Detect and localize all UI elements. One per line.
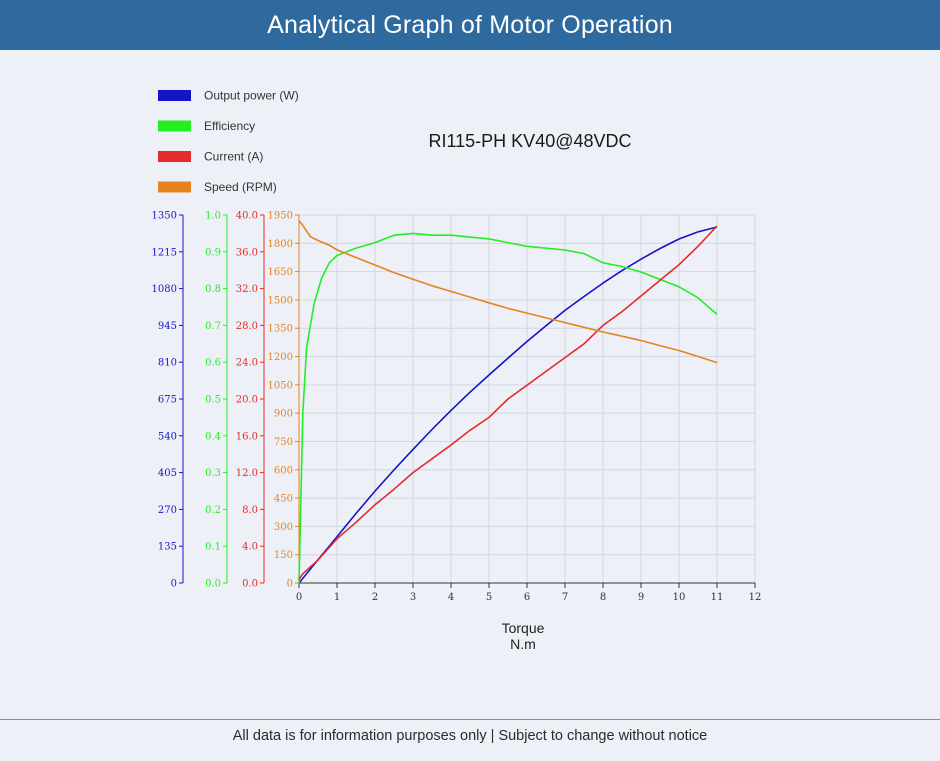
speed-tick-label: 750 [274, 437, 293, 448]
current-tick-label: 36.0 [236, 247, 258, 258]
speed-tick-label: 0 [287, 579, 293, 590]
current-tick-label: 12.0 [236, 468, 258, 479]
current-tick-label: 32.0 [236, 284, 258, 295]
output-power-tick-label: 945 [158, 321, 177, 332]
x-tick-label: 6 [524, 592, 530, 603]
output-power-tick-label: 0 [171, 579, 177, 590]
current-tick-label: 0.0 [242, 579, 258, 590]
speed-tick-label: 600 [274, 465, 293, 476]
footer-note: All data is for information purposes onl… [232, 728, 708, 744]
output-power-tick-label: 270 [158, 505, 177, 516]
efficiency-tick-label: 0.7 [205, 321, 221, 332]
motor-chart: Output power (W) Efficiency Current (A) Spe… [152, 89, 762, 653]
page-title: Analytical Graph of Motor Operation [267, 10, 673, 39]
grid-lines [299, 214, 756, 583]
speed-tick-label: 1050 [268, 380, 293, 391]
current-tick-label: 28.0 [236, 321, 258, 332]
chart-title: RI115-PH KV40@48VDC [428, 131, 631, 151]
output-power-tick-label: 405 [158, 468, 177, 479]
output-power-tick-label: 675 [158, 395, 177, 406]
efficiency-line [298, 232, 718, 584]
output-power-tick-label: 540 [158, 431, 177, 442]
output-power-tick-label: 1080 [152, 284, 177, 295]
x-tick-label: 1 [334, 592, 340, 603]
x-tick-label: 8 [600, 592, 606, 603]
output-power-tick-label: 1215 [152, 247, 177, 258]
header-banner: Analytical Graph of Motor Operation [0, 0, 940, 50]
speed-tick-label: 300 [274, 522, 293, 533]
output-power-line [298, 226, 718, 584]
output-power-tick-label: 135 [158, 542, 177, 553]
legend-swatch-current [158, 151, 191, 162]
efficiency-tick-label: 0.0 [205, 579, 221, 590]
legend-swatch-speed [158, 181, 191, 193]
speed-tick-label: 1650 [268, 267, 293, 278]
efficiency-tick-label: 0.9 [205, 247, 221, 258]
efficiency-tick-label: 0.3 [205, 468, 221, 479]
x-tick-label: 9 [638, 592, 644, 603]
efficiency-tick-label: 0.4 [205, 431, 221, 442]
chart-axes: 0 1 2 3 4 5 6 7 8 9 10 11 12013527040554067581094510… [152, 211, 762, 604]
efficiency-tick-label: 0.2 [205, 505, 221, 516]
current-tick-label: 16.0 [236, 431, 258, 442]
x-tick-label: 7 [562, 592, 568, 603]
speed-tick-label: 1950 [268, 211, 293, 222]
efficiency-tick-label: 1.0 [205, 211, 221, 222]
x-tick-label: 4 [448, 592, 454, 603]
speed-tick-label: 1200 [268, 352, 293, 363]
footer-divider [0, 719, 940, 720]
legend-swatch-efficiency [158, 120, 191, 132]
efficiency-tick-label: 0.1 [205, 542, 221, 553]
legend-swatch-output-power [158, 90, 191, 101]
speed-tick-label: 1350 [268, 324, 293, 335]
efficiency-tick-label: 0.8 [205, 284, 221, 295]
output-power-tick-label: 810 [158, 358, 177, 369]
legend-label-current: Current (A) [204, 150, 263, 164]
speed-line [298, 220, 718, 364]
speed-tick-label: 1800 [268, 239, 293, 250]
x-tick-label: 2 [372, 592, 378, 603]
current-tick-label: 8.0 [242, 505, 258, 516]
x-tick-label: 3 [410, 592, 416, 603]
legend-label-speed: Speed (RPM) [204, 180, 277, 194]
efficiency-tick-label: 0.6 [205, 358, 221, 369]
x-tick-label: 11 [711, 592, 724, 603]
x-tick-label: 10 [673, 592, 686, 603]
current-tick-label: 20.0 [236, 395, 258, 406]
current-tick-label: 4.0 [242, 542, 258, 553]
x-axis-label: Torque [502, 620, 545, 636]
legend-label-output-power: Output power (W) [204, 89, 299, 103]
x-tick-label: 0 [296, 592, 302, 603]
chart-series [298, 220, 718, 584]
speed-tick-label: 900 [274, 409, 293, 420]
current-tick-label: 24.0 [236, 358, 258, 369]
speed-tick-label: 450 [274, 494, 293, 505]
legend-label-efficiency: Efficiency [204, 119, 255, 133]
x-tick-label: 12 [749, 592, 762, 603]
x-axis-unit: N.m [510, 636, 536, 652]
speed-tick-label: 150 [274, 550, 293, 561]
speed-tick-label: 1500 [268, 295, 293, 306]
current-tick-label: 40.0 [236, 211, 258, 222]
efficiency-tick-label: 0.5 [205, 395, 221, 406]
chart-legend: Output power (W) Efficiency Current (A) Spe… [158, 89, 299, 194]
current-line [298, 225, 718, 580]
x-tick-label: 5 [486, 592, 492, 603]
output-power-tick-label: 1350 [152, 211, 177, 222]
